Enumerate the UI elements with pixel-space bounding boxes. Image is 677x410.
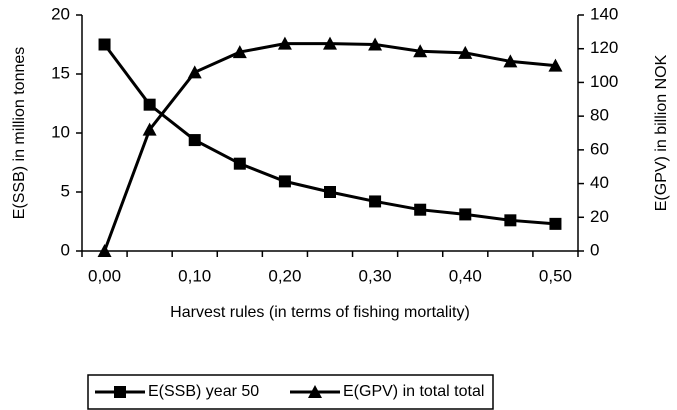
series-marker — [278, 175, 291, 188]
series-marker — [232, 45, 247, 59]
x-tick-label: 0,50 — [539, 266, 572, 285]
legend-label: E(SSB) year 50 — [148, 383, 259, 400]
x-tick-label: 0,10 — [178, 266, 211, 285]
series-marker — [98, 38, 111, 51]
y2-tick-label: 0 — [590, 240, 599, 259]
series-marker — [503, 54, 518, 68]
y2-tick-label: 40 — [590, 173, 609, 192]
x-tick-label: 0,30 — [359, 266, 392, 285]
series-marker — [97, 244, 112, 257]
series-marker — [504, 214, 517, 227]
series-marker — [323, 36, 337, 50]
series-marker — [414, 203, 427, 216]
x-axis-label: Harvest rules (in terms of fishing morta… — [170, 304, 470, 321]
y-tick-label: 0 — [61, 240, 70, 259]
y2-tick-label: 20 — [590, 207, 609, 226]
y2-tick-label: 140 — [590, 4, 618, 23]
y2-tick-label: 120 — [590, 38, 618, 57]
y-tick-label: 5 — [61, 181, 70, 200]
series-marker — [369, 195, 382, 208]
legend-label: E(GPV) in total total — [343, 383, 484, 400]
series-line — [103, 42, 556, 252]
series-marker — [458, 45, 473, 59]
series-marker — [324, 186, 336, 198]
series-marker — [187, 65, 202, 79]
y-tick-label: 10 — [51, 122, 70, 141]
series-marker — [142, 122, 157, 136]
series-marker — [368, 37, 383, 51]
y-tick-label: 20 — [51, 4, 70, 23]
series-marker — [548, 58, 563, 72]
series-marker — [233, 157, 246, 170]
y-tick-label: 15 — [51, 63, 70, 82]
x-tick-label: 0,40 — [449, 266, 482, 285]
y2-tick-label: 60 — [590, 139, 609, 158]
series-marker — [188, 134, 201, 147]
legend-marker — [308, 385, 322, 398]
x-tick-label: 0,00 — [88, 266, 121, 285]
x-tick-label: 0,20 — [268, 266, 301, 285]
legend-marker — [114, 386, 126, 398]
series-marker — [277, 36, 292, 50]
legend-box — [87, 374, 494, 410]
y2-tick-label: 80 — [590, 106, 609, 125]
series-marker — [413, 44, 428, 58]
y2-axis-label: E(GPV) in billion NOK — [653, 54, 670, 211]
series-marker — [143, 98, 156, 111]
series-marker — [549, 217, 562, 230]
series-marker — [459, 208, 472, 221]
y-axis-label: E(SSB) in million tonnes — [11, 47, 28, 220]
y2-tick-label: 100 — [590, 72, 618, 91]
